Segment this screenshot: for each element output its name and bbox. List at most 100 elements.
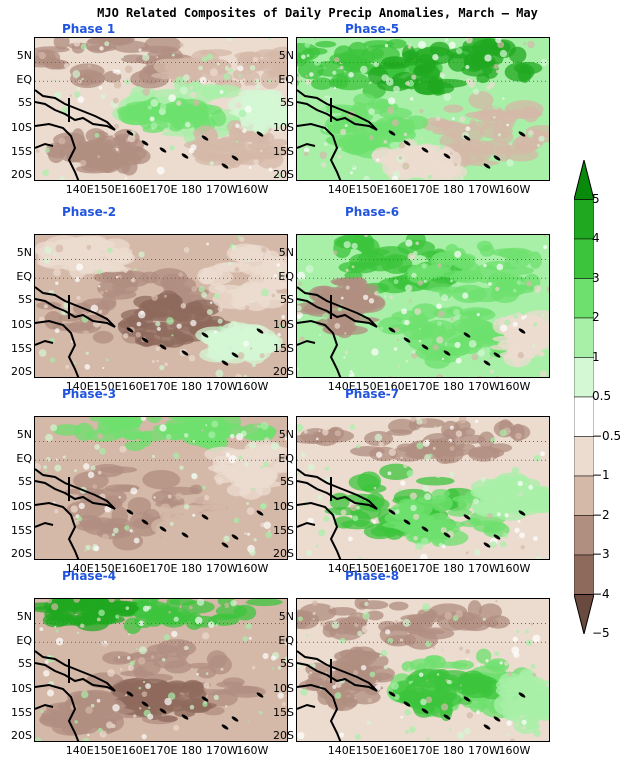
anomaly-map	[35, 417, 288, 560]
y-tick-label: 5N	[0, 246, 32, 259]
colorbar-segment	[574, 318, 594, 358]
y-tick-label: 5N	[0, 49, 32, 62]
y-tick-label: 10S	[262, 121, 294, 134]
colorbar-label: 2	[592, 310, 600, 324]
anomaly-map	[297, 599, 550, 742]
colorbar-label: −5	[592, 626, 610, 640]
y-tick-label: EQ	[0, 452, 32, 465]
figure-title: MJO Related Composites of Daily Precip A…	[0, 6, 635, 20]
anomaly-map	[297, 38, 550, 181]
y-tick-label: 20S	[262, 547, 294, 560]
y-tick-label: 20S	[0, 168, 32, 181]
panel-label: Phase-5	[345, 22, 399, 36]
y-tick-label: 5S	[0, 293, 32, 306]
y-tick-label: 5S	[0, 96, 32, 109]
panel-label: Phase-6	[345, 205, 399, 219]
y-tick-label: 20S	[0, 365, 32, 378]
y-tick-label: 5S	[262, 475, 294, 488]
map-panel	[296, 598, 550, 742]
y-tick-label: EQ	[262, 452, 294, 465]
y-tick-label: 20S	[262, 729, 294, 742]
y-tick-label: 5N	[0, 610, 32, 623]
x-tick-label: 160W	[494, 562, 534, 575]
x-tick-label: 160W	[232, 562, 272, 575]
colorbar-label: −0.5	[592, 429, 621, 443]
panel-label: Phase-2	[62, 205, 116, 219]
colorbar-label: −4	[592, 587, 610, 601]
x-tick-label: 160W	[494, 183, 534, 196]
panel-label: Phase-3	[62, 387, 116, 401]
y-tick-label: 15S	[262, 706, 294, 719]
y-tick-label: 10S	[262, 318, 294, 331]
y-tick-label: 15S	[262, 342, 294, 355]
y-tick-label: 15S	[262, 524, 294, 537]
colorbar-segment	[574, 239, 594, 279]
y-tick-label: 10S	[0, 500, 32, 513]
colorbar-label: −2	[592, 508, 610, 522]
colorbar-segment	[574, 516, 594, 556]
x-tick-label: 160W	[494, 744, 534, 757]
colorbar-top-arrow	[574, 160, 594, 200]
panel-label: Phase-8	[345, 569, 399, 583]
colorbar-segment	[574, 437, 594, 477]
colorbar-bottom-arrow	[574, 595, 594, 635]
y-tick-label: EQ	[262, 73, 294, 86]
x-tick-label: 160W	[232, 183, 272, 196]
y-tick-label: 15S	[262, 145, 294, 158]
y-tick-label: 5N	[262, 246, 294, 259]
y-tick-label: 5N	[262, 49, 294, 62]
y-tick-label: 10S	[0, 318, 32, 331]
map-panel	[34, 37, 288, 181]
x-tick-label: 160W	[232, 744, 272, 757]
y-tick-label: 10S	[262, 500, 294, 513]
colorbar-segment	[574, 476, 594, 516]
y-tick-label: 15S	[0, 342, 32, 355]
x-tick-label: 160W	[494, 380, 534, 393]
colorbar-segment	[574, 397, 594, 437]
map-panel	[34, 416, 288, 560]
y-tick-label: 5N	[262, 610, 294, 623]
colorbar-label: 1	[592, 350, 600, 364]
panel-label: Phase 1	[62, 22, 115, 36]
y-tick-label: 20S	[262, 168, 294, 181]
y-tick-label: 15S	[0, 706, 32, 719]
y-tick-label: 5S	[262, 293, 294, 306]
map-panel	[296, 37, 550, 181]
y-tick-label: EQ	[262, 270, 294, 283]
y-tick-label: EQ	[0, 270, 32, 283]
colorbar-segment	[574, 555, 594, 595]
y-tick-label: 10S	[262, 682, 294, 695]
y-tick-label: 5N	[0, 428, 32, 441]
colorbar-label: 3	[592, 271, 600, 285]
map-panel	[296, 234, 550, 378]
colorbar-segment	[574, 200, 594, 240]
colorbar-label: 5	[592, 192, 600, 206]
y-tick-label: 20S	[262, 365, 294, 378]
y-tick-label: 5S	[262, 96, 294, 109]
map-panel	[296, 416, 550, 560]
y-tick-label: 5S	[0, 475, 32, 488]
y-tick-label: 5S	[262, 657, 294, 670]
y-tick-label: 15S	[0, 524, 32, 537]
y-tick-label: 15S	[0, 145, 32, 158]
anomaly-map	[297, 235, 550, 378]
anomaly-map	[35, 38, 288, 181]
y-tick-label: 5N	[262, 428, 294, 441]
panel-label: Phase-7	[345, 387, 399, 401]
anomaly-map	[297, 417, 550, 560]
colorbar-label: −3	[592, 547, 610, 561]
y-tick-label: 10S	[0, 682, 32, 695]
colorbar-label: 4	[592, 231, 600, 245]
anomaly-map	[35, 235, 288, 378]
y-tick-label: 20S	[0, 729, 32, 742]
y-tick-label: EQ	[0, 73, 32, 86]
colorbar-label: 0.5	[592, 389, 611, 403]
map-panel	[34, 234, 288, 378]
panel-label: Phase-4	[62, 569, 116, 583]
y-tick-label: EQ	[262, 634, 294, 647]
map-panel	[34, 598, 288, 742]
y-tick-label: 20S	[0, 547, 32, 560]
colorbar-segment	[574, 358, 594, 398]
x-tick-label: 160W	[232, 380, 272, 393]
colorbar-segment	[574, 279, 594, 319]
